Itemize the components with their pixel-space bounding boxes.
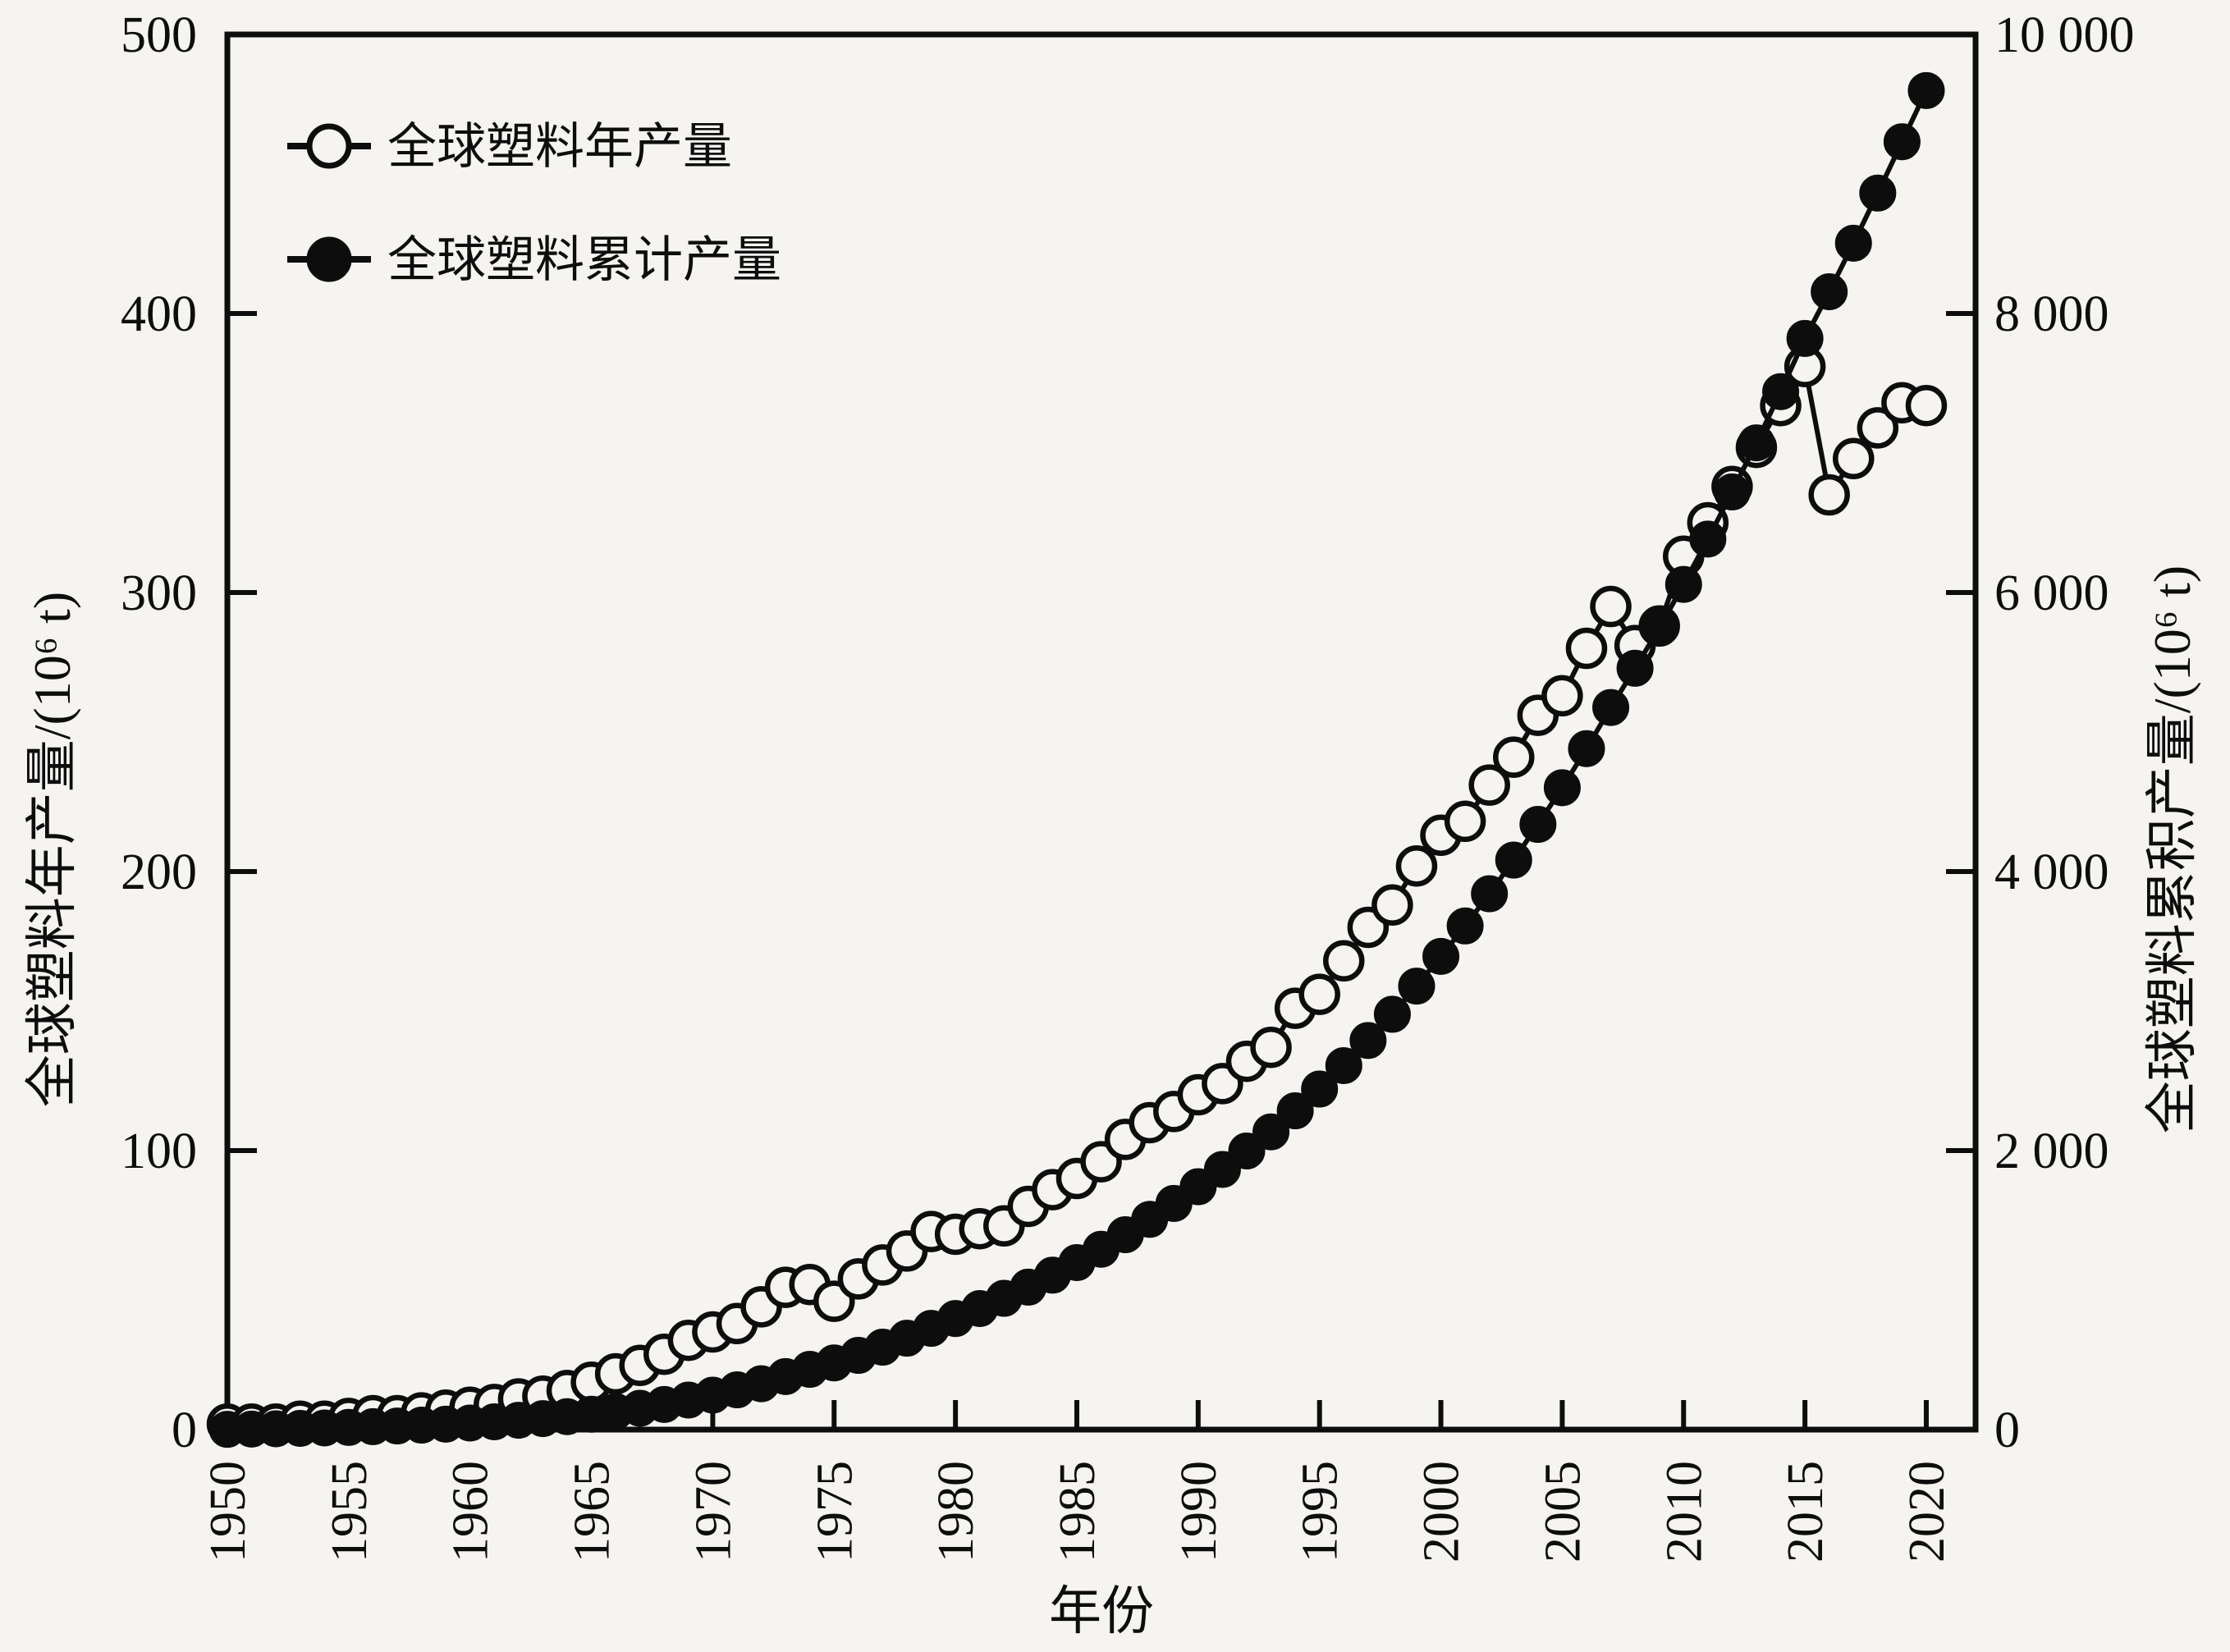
data-point-annual: [1298, 973, 1340, 1015]
data-point-annual: [1833, 437, 1875, 480]
legend-label-cumulative: 全球塑料累计产量: [387, 233, 781, 287]
right-y-tick-label: 8 000: [1994, 286, 2109, 342]
data-point-cumulative: [1276, 1092, 1314, 1130]
data-point-cumulative: [1203, 1151, 1241, 1188]
data-point-annual: [1395, 844, 1438, 887]
data-point-annual: [1250, 1026, 1292, 1069]
data-point-annual: [1493, 736, 1535, 778]
left-y-tick-label: 0: [172, 1403, 197, 1458]
data-point-cumulative: [1349, 1022, 1387, 1059]
right-y-tick-label: 0: [1994, 1403, 2020, 1458]
x-axis-ticks: 1950 1955 1960 1965 1970 1975 1980 1985 1990 1995…: [200, 1400, 1955, 1563]
left-y-tick-label: 500: [121, 7, 197, 63]
left-axis-title: 全球塑料年产量/(10⁶ t): [23, 592, 81, 1108]
data-point-cumulative: [1495, 841, 1532, 879]
legend-item-annual: 全球塑料年产量: [287, 120, 732, 174]
x-tick-label: 1990: [1171, 1461, 1227, 1563]
data-point-cumulative: [1786, 319, 1824, 357]
series-line-cumulative: [227, 89, 1929, 1432]
legend-label-annual: 全球塑料年产量: [387, 120, 732, 174]
data-point-cumulative: [1592, 689, 1630, 726]
right-axis-title: 全球塑料累积产量/(10⁶ t): [2143, 565, 2201, 1134]
data-point-annual: [1857, 407, 1899, 449]
data-point-cumulative: [1471, 875, 1509, 913]
data-point-cumulative: [1689, 520, 1727, 558]
data-point-annual: [1808, 474, 1850, 516]
data-point-cumulative: [1811, 272, 1848, 310]
data-point-cumulative: [1568, 730, 1605, 767]
x-tick-label: 1975: [807, 1461, 863, 1563]
data-point-cumulative: [1446, 907, 1484, 945]
data-point-annual: [1541, 675, 1583, 717]
open-circle-legend-marker: [306, 123, 352, 169]
data-series: [206, 71, 1948, 1448]
data-point-annual: [1905, 384, 1948, 427]
left-y-tick-label: 100: [121, 1123, 197, 1179]
data-point-cumulative: [1301, 1070, 1339, 1108]
x-tick-label: 2005: [1535, 1461, 1591, 1563]
data-point-cumulative: [1325, 1046, 1362, 1084]
data-point-cumulative: [1834, 224, 1872, 262]
data-point-cumulative: [1543, 769, 1581, 807]
legend-item-cumulative: 全球塑料累计产量: [287, 233, 781, 287]
x-tick-label: 2010: [1656, 1461, 1712, 1563]
right-y-tick-label: 6 000: [1994, 565, 2109, 621]
data-point-cumulative: [1228, 1133, 1266, 1170]
left-axis-ticks: 0 100 200 300 400 500: [121, 7, 257, 1458]
data-point-cumulative: [1398, 968, 1436, 1005]
left-y-tick-label: 400: [121, 286, 197, 342]
x-tick-label: 1960: [443, 1461, 499, 1563]
data-point-annual: [1590, 585, 1632, 628]
x-tick-label: 1980: [928, 1461, 984, 1563]
right-y-tick-label: 2 000: [1994, 1123, 2109, 1179]
x-tick-label: 2000: [1414, 1461, 1470, 1563]
x-tick-label: 1955: [322, 1461, 378, 1563]
data-point-annual: [1565, 627, 1608, 670]
x-tick-label: 1965: [565, 1461, 620, 1563]
data-point-cumulative: [1907, 71, 1945, 109]
data-point-cumulative: [1664, 565, 1702, 603]
data-point-cumulative: [1519, 806, 1557, 844]
filled-circle-legend-marker: [306, 236, 352, 282]
data-point-cumulative: [1883, 123, 1921, 161]
data-point-cumulative: [1616, 649, 1654, 687]
data-point-cumulative: [1422, 937, 1460, 975]
plot-area: [224, 31, 1979, 1433]
data-point-cumulative: [1641, 609, 1678, 647]
data-point-cumulative: [1762, 373, 1800, 410]
data-point-cumulative: [1713, 473, 1751, 510]
x-tick-label: 2015: [1778, 1461, 1834, 1563]
data-point-annual: [1468, 764, 1510, 806]
data-point-annual: [1323, 940, 1365, 982]
data-point-annual: [1371, 884, 1413, 927]
left-y-tick-label: 200: [121, 844, 197, 900]
data-point-cumulative: [1252, 1113, 1290, 1151]
right-y-tick-label: 4 000: [1994, 844, 2109, 900]
data-point-cumulative: [1738, 424, 1775, 462]
x-tick-label: 1950: [200, 1461, 256, 1563]
x-tick-label: 1985: [1050, 1461, 1106, 1563]
left-y-tick-label: 300: [121, 565, 197, 621]
x-axis-title: 年份: [1049, 1582, 1154, 1641]
legend: 全球塑料年产量 全球塑料累计产量: [287, 120, 781, 287]
x-tick-label: 1970: [685, 1461, 741, 1563]
right-y-tick-label: 10 000: [1994, 7, 2135, 63]
x-tick-label: 2020: [1899, 1461, 1955, 1563]
data-point-cumulative: [1373, 995, 1411, 1033]
right-axis-ticks: 0 2 000 4 000 6 000 8 000 10 000: [1946, 7, 2135, 1458]
data-point-cumulative: [1859, 174, 1897, 212]
x-tick-label: 1995: [1293, 1461, 1349, 1563]
data-point-annual: [1444, 800, 1486, 843]
